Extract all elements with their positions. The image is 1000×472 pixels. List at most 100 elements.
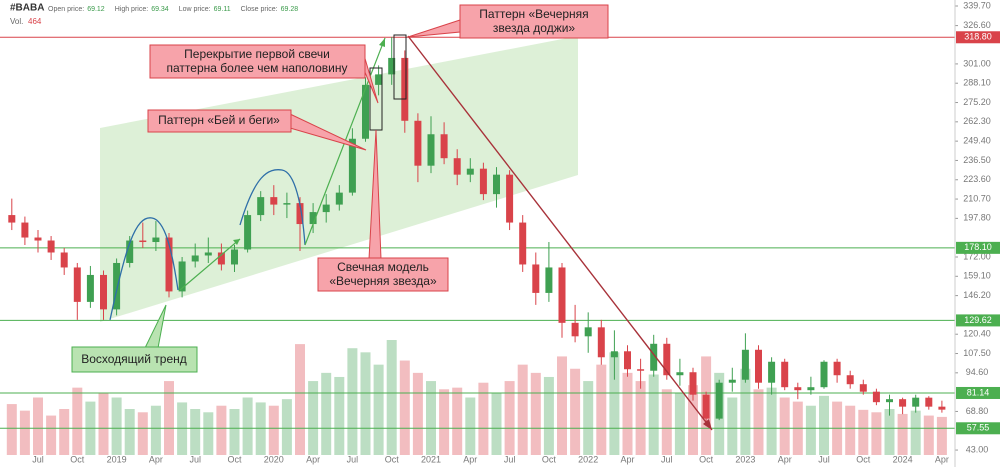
volume-bar — [491, 392, 502, 455]
candle-body — [637, 369, 645, 371]
x-tick-label: Jul — [661, 454, 673, 464]
volume-bar — [583, 381, 594, 455]
y-tick-label: 223.60 — [963, 174, 991, 184]
y-tick-label: 94.60 — [966, 367, 989, 377]
volume-bar — [570, 368, 581, 455]
callout-text: «Вечерняя звезда» — [329, 274, 437, 288]
y-tick-label: 301.00 — [963, 58, 991, 68]
header-label: Low price: — [179, 6, 211, 13]
trend-channel — [100, 36, 578, 322]
y-tick-label: 146.20 — [963, 290, 991, 300]
callout-text: паттерна более чем наполовину — [167, 61, 348, 75]
candle-body — [519, 222, 527, 265]
x-tick-label: Oct — [542, 454, 557, 464]
background-layer — [100, 36, 578, 322]
candle-body — [558, 267, 566, 323]
callout-box — [71, 346, 198, 373]
candle-body — [126, 240, 134, 263]
volume-bar — [308, 381, 319, 455]
candle-body — [244, 215, 252, 250]
x-tick-label: Jul — [32, 454, 44, 464]
callout-text: Перекрытие первой свечи — [184, 47, 330, 61]
callout-box — [317, 257, 449, 292]
candle-body — [270, 197, 278, 205]
y-tick-label: 275.20 — [963, 97, 991, 107]
x-tick-label: Apr — [620, 454, 634, 464]
volume-bar — [164, 381, 174, 455]
level-tag — [956, 314, 1000, 327]
candle-body — [283, 203, 291, 205]
volume-bar — [465, 397, 476, 455]
candle-body — [846, 375, 854, 385]
drawings: Паттерн «Вечерняя звезда доджи» Перекрыт… — [71, 4, 713, 431]
volume-bar — [360, 352, 371, 455]
candle-body — [388, 57, 396, 75]
callout-text: Паттерн «Бей и беги» — [158, 113, 280, 127]
volume-bar — [609, 352, 620, 455]
volume-bar — [779, 397, 790, 455]
volume-bar — [688, 385, 698, 455]
volume-bar — [124, 409, 135, 455]
candle-body — [296, 203, 304, 225]
volume-bar — [805, 405, 816, 455]
candle-body — [401, 57, 409, 121]
volume-value: 464 — [28, 17, 42, 26]
volume-bar — [321, 372, 332, 455]
x-tick-label: 2021 — [421, 454, 441, 464]
candle-body — [113, 262, 121, 310]
volume-bar — [819, 395, 829, 455]
candle-body — [532, 264, 540, 293]
volume-bar — [150, 405, 161, 455]
candle-body — [139, 240, 147, 243]
candle-body — [663, 343, 671, 376]
candle-body — [938, 406, 946, 410]
volume-label: Vol. — [10, 17, 23, 26]
candle-body — [650, 343, 658, 371]
candle-body — [479, 168, 487, 195]
x-tick-label: Oct — [699, 454, 714, 464]
candle-body — [231, 249, 238, 265]
candles-layer — [8, 36, 946, 427]
x-tick-label: 2020 — [264, 454, 284, 464]
y-tick-label: 249.40 — [963, 136, 991, 146]
candle-body — [755, 349, 762, 383]
y-tick-label: 120.40 — [963, 329, 991, 339]
candle-body — [676, 372, 684, 376]
volume-bar — [334, 376, 345, 455]
level-label: 318.80 — [964, 32, 992, 42]
candle-body — [741, 349, 749, 380]
volume-bar — [674, 393, 685, 455]
candle-body — [362, 84, 369, 139]
level-tag — [956, 386, 1000, 399]
down-arrow — [407, 35, 713, 431]
x-tick-label: Apr — [149, 454, 163, 464]
candle-body — [794, 387, 802, 391]
candle-body — [584, 327, 592, 337]
volume-bar — [530, 372, 541, 455]
candle-body — [86, 274, 94, 302]
callout-box — [149, 44, 366, 79]
volume-bar — [229, 409, 240, 455]
x-tick-label: Jul — [504, 454, 516, 464]
y-tick-label: 339.70 — [963, 0, 991, 10]
candle-body — [427, 134, 435, 166]
volume-bar — [753, 389, 764, 455]
candle-body — [335, 192, 343, 205]
header-label: Open price: — [48, 6, 84, 13]
level-label: 178.10 — [964, 242, 992, 252]
candle-body — [165, 237, 173, 292]
candle-body — [217, 252, 225, 265]
volume-bar — [543, 376, 554, 455]
candle-body — [610, 351, 618, 358]
callout-pointer — [407, 19, 461, 38]
volume-bar — [884, 409, 895, 455]
x-tick-label: Jul — [347, 454, 359, 464]
candle-body — [73, 267, 81, 302]
arc — [239, 169, 306, 246]
y-tick-label: 236.50 — [963, 155, 991, 165]
candle-body — [100, 274, 107, 310]
candle-body — [191, 255, 199, 262]
candle-body — [925, 397, 933, 407]
volume-bar — [281, 399, 292, 455]
